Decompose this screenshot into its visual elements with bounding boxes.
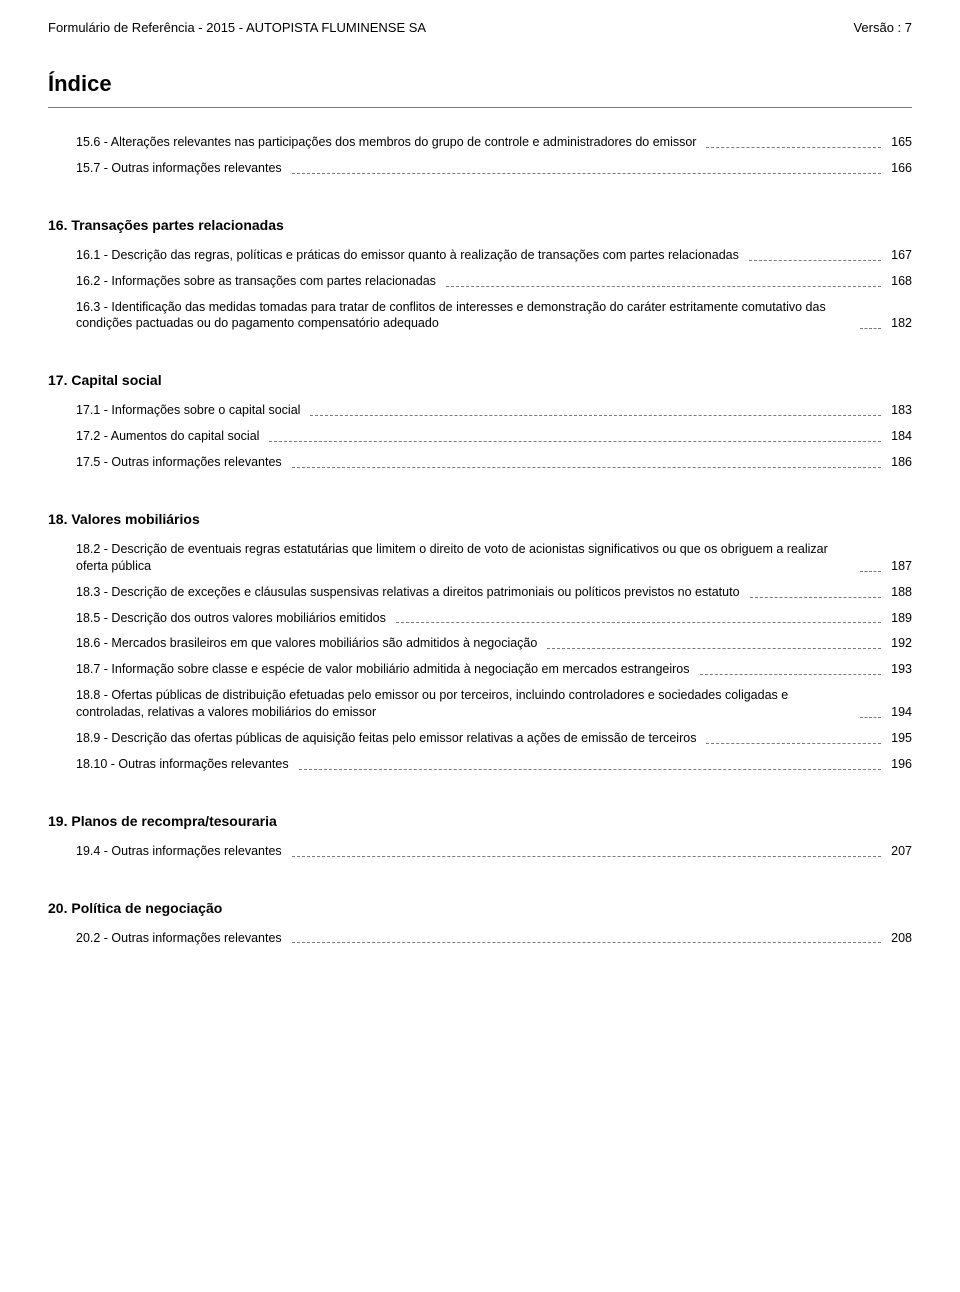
toc-page: 189 <box>885 610 912 627</box>
toc-label: 18.7 - Informação sobre classe e espécie… <box>76 661 696 678</box>
toc-label: 16.1 - Descrição das regras, políticas e… <box>76 247 745 264</box>
toc-page: 184 <box>885 428 912 445</box>
toc-entry: 18.8 - Ofertas públicas de distribuição … <box>76 687 912 721</box>
toc-label: 18.3 - Descrição de exceções e cláusulas… <box>76 584 746 601</box>
toc-label: 19.4 - Outras informações relevantes <box>76 843 288 860</box>
toc-page: 195 <box>885 730 912 747</box>
toc-dots <box>706 147 881 148</box>
toc-entry: 17.2 - Aumentos do capital social 184 <box>76 428 912 445</box>
toc-label: 17.2 - Aumentos do capital social <box>76 428 265 445</box>
toc-label: 18.6 - Mercados brasileiros em que valor… <box>76 635 543 652</box>
toc-label: 18.5 - Descrição dos outros valores mobi… <box>76 610 392 627</box>
toc-dots <box>292 856 881 857</box>
toc-entry: 19.4 - Outras informações relevantes 207 <box>76 843 912 860</box>
header-right: Versão : 7 <box>853 20 912 35</box>
toc-section-17: 17.1 - Informações sobre o capital socia… <box>48 402 912 471</box>
toc-dots <box>310 415 881 416</box>
toc-page: 192 <box>885 635 912 652</box>
toc-dots <box>396 622 881 623</box>
toc-page: 196 <box>885 756 912 773</box>
toc-label: 15.7 - Outras informações relevantes <box>76 160 288 177</box>
toc-page: 168 <box>885 273 912 290</box>
toc-entry: 17.1 - Informações sobre o capital socia… <box>76 402 912 419</box>
toc-entry: 16.3 - Identificação das medidas tomadas… <box>76 299 912 333</box>
toc-page: 166 <box>885 160 912 177</box>
toc-entry: 15.7 - Outras informações relevantes 166 <box>76 160 912 177</box>
section-heading-16: 16. Transações partes relacionadas <box>48 217 912 233</box>
toc-entry: 20.2 - Outras informações relevantes 208 <box>76 930 912 947</box>
toc-entry: 16.2 - Informações sobre as transações c… <box>76 273 912 290</box>
page-title: Índice <box>48 71 912 97</box>
toc-page: 193 <box>885 661 912 678</box>
toc-page: 167 <box>885 247 912 264</box>
toc-page: 208 <box>885 930 912 947</box>
toc-label: 16.2 - Informações sobre as transações c… <box>76 273 442 290</box>
toc-dots <box>860 571 881 572</box>
toc-label: 17.1 - Informações sobre o capital socia… <box>76 402 306 419</box>
section-heading-17: 17. Capital social <box>48 372 912 388</box>
toc-entry: 17.5 - Outras informações relevantes 186 <box>76 454 912 471</box>
toc-label: 18.9 - Descrição das ofertas públicas de… <box>76 730 702 747</box>
toc-dots <box>299 769 882 770</box>
toc-dots <box>292 942 881 943</box>
toc-label: 18.2 - Descrição de eventuais regras est… <box>76 541 856 575</box>
toc-entry: 16.1 - Descrição das regras, políticas e… <box>76 247 912 264</box>
toc-label: 15.6 - Alterações relevantes nas partici… <box>76 134 702 151</box>
toc-dots <box>269 441 881 442</box>
toc-label: 17.5 - Outras informações relevantes <box>76 454 288 471</box>
toc-page: 165 <box>885 134 912 151</box>
toc-entry: 15.6 - Alterações relevantes nas partici… <box>76 134 912 151</box>
toc-section-19: 19.4 - Outras informações relevantes 207 <box>48 843 912 860</box>
toc-label: 16.3 - Identificação das medidas tomadas… <box>76 299 856 333</box>
toc-section-0: 15.6 - Alterações relevantes nas partici… <box>48 134 912 177</box>
toc-page: 183 <box>885 402 912 419</box>
toc-section-18: 18.2 - Descrição de eventuais regras est… <box>48 541 912 773</box>
toc-dots <box>292 467 881 468</box>
toc-dots <box>750 597 882 598</box>
toc-dots <box>700 674 882 675</box>
toc-page: 194 <box>885 704 912 721</box>
toc-page: 182 <box>885 315 912 332</box>
toc-label: 18.8 - Ofertas públicas de distribuição … <box>76 687 856 721</box>
toc-section-20: 20.2 - Outras informações relevantes 208 <box>48 930 912 947</box>
page-header: Formulário de Referência - 2015 - AUTOPI… <box>48 20 912 35</box>
toc-entry: 18.6 - Mercados brasileiros em que valor… <box>76 635 912 652</box>
toc-entry: 18.7 - Informação sobre classe e espécie… <box>76 661 912 678</box>
toc-label: 20.2 - Outras informações relevantes <box>76 930 288 947</box>
toc-dots <box>292 173 881 174</box>
toc-page: 187 <box>885 558 912 575</box>
toc-dots <box>547 648 881 649</box>
toc-label: 18.10 - Outras informações relevantes <box>76 756 295 773</box>
toc-entry: 18.9 - Descrição das ofertas públicas de… <box>76 730 912 747</box>
toc-page: 188 <box>885 584 912 601</box>
header-left: Formulário de Referência - 2015 - AUTOPI… <box>48 20 426 35</box>
toc-entry: 18.3 - Descrição de exceções e cláusulas… <box>76 584 912 601</box>
toc-section-16: 16.1 - Descrição das regras, políticas e… <box>48 247 912 333</box>
toc-dots <box>860 328 881 329</box>
section-heading-20: 20. Política de negociação <box>48 900 912 916</box>
toc-dots <box>446 286 881 287</box>
toc-dots <box>860 717 881 718</box>
toc-dots <box>706 743 881 744</box>
toc-page: 207 <box>885 843 912 860</box>
toc-page: 186 <box>885 454 912 471</box>
toc-entry: 18.5 - Descrição dos outros valores mobi… <box>76 610 912 627</box>
section-heading-19: 19. Planos de recompra/tesouraria <box>48 813 912 829</box>
section-heading-18: 18. Valores mobiliários <box>48 511 912 527</box>
toc-entry: 18.2 - Descrição de eventuais regras est… <box>76 541 912 575</box>
toc-dots <box>749 260 881 261</box>
title-rule <box>48 107 912 108</box>
toc-entry: 18.10 - Outras informações relevantes 19… <box>76 756 912 773</box>
